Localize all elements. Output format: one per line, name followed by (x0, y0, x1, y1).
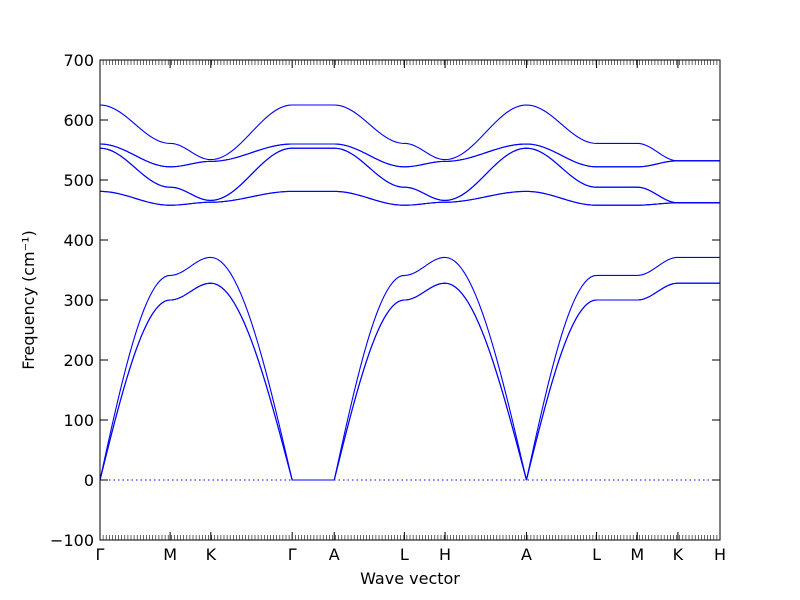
y-tick-label: 400 (63, 231, 94, 250)
y-axis-ticks: −100 0 100 200 300 400 500 600 700 (50, 51, 720, 550)
x-tick-label: H (714, 545, 726, 564)
band-line-7 (99, 147, 720, 204)
x-tick-label: M (163, 545, 177, 564)
x-tick-label: K (206, 545, 217, 564)
band-line-2 (99, 282, 720, 481)
y-tick-label: 700 (63, 51, 94, 70)
y-tick-label: 600 (63, 111, 94, 130)
band-line-5 (99, 190, 720, 206)
x-tick-label: Γ (96, 545, 105, 564)
x-tick-label: M (630, 545, 644, 564)
x-tick-label: Γ (288, 545, 297, 564)
x-tick-label: L (592, 545, 601, 564)
x-tick-label: H (439, 545, 451, 564)
band-line-3 (99, 256, 720, 481)
y-tick-label: 200 (63, 351, 94, 370)
y-tick-label: 500 (63, 171, 94, 190)
band-line-9 (99, 143, 720, 168)
y-tick-label: 300 (63, 291, 94, 310)
x-tick-label: K (673, 545, 684, 564)
x-axis-label: Wave vector (360, 569, 460, 588)
y-axis-label: Frequency (cm⁻¹) (19, 230, 38, 369)
y-tick-label: 100 (63, 411, 94, 430)
x-tick-label: A (329, 545, 340, 564)
y-tick-label: 0 (84, 471, 94, 490)
x-tick-label: A (521, 545, 532, 564)
x-tick-label: L (400, 545, 409, 564)
band-line-10 (99, 104, 720, 162)
y-tick-label: −100 (50, 531, 94, 550)
minor-ticks (99, 60, 718, 540)
series-layer (99, 104, 720, 481)
